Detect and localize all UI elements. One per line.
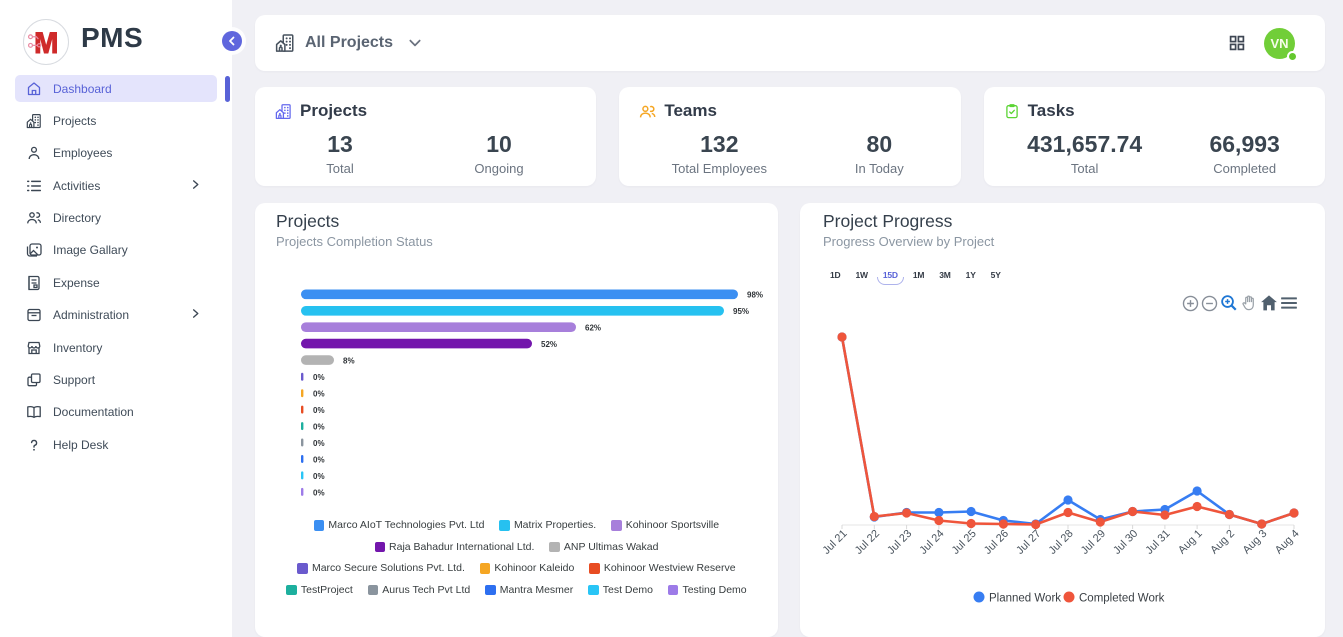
svg-text:0%: 0% — [313, 456, 325, 465]
svg-text:95%: 95% — [733, 307, 749, 316]
svg-text:0%: 0% — [313, 373, 325, 382]
svg-text:0%: 0% — [313, 390, 325, 399]
svg-text:Aug 4: Aug 4 — [1273, 528, 1302, 557]
svg-text:0%: 0% — [313, 488, 325, 497]
svg-text:Jul 25: Jul 25 — [950, 528, 979, 557]
svg-text:Jul 23: Jul 23 — [885, 528, 914, 557]
svg-text:0%: 0% — [313, 439, 325, 448]
svg-text:Jul 31: Jul 31 — [1143, 528, 1172, 557]
svg-text:0%: 0% — [313, 423, 325, 432]
svg-text:Jul 26: Jul 26 — [982, 528, 1011, 557]
svg-text:0%: 0% — [313, 406, 325, 415]
svg-text:Jul 22: Jul 22 — [853, 528, 882, 557]
svg-text:Jul 28: Jul 28 — [1046, 528, 1075, 557]
svg-text:52%: 52% — [541, 340, 557, 349]
svg-text:62%: 62% — [585, 323, 601, 332]
svg-text:Jul 24: Jul 24 — [917, 528, 946, 557]
svg-text:Jul 29: Jul 29 — [1079, 528, 1108, 557]
svg-text:Aug 2: Aug 2 — [1208, 528, 1237, 557]
svg-text:Aug 3: Aug 3 — [1241, 528, 1270, 557]
svg-text:98%: 98% — [747, 291, 763, 300]
svg-text:Aug 1: Aug 1 — [1176, 528, 1205, 557]
svg-text:0%: 0% — [313, 472, 325, 481]
svg-text:Completed Work: Completed Work — [1079, 593, 1165, 605]
svg-text:8%: 8% — [343, 356, 355, 365]
svg-text:Jul 21: Jul 21 — [820, 528, 849, 557]
svg-text:Jul 27: Jul 27 — [1014, 528, 1043, 557]
svg-text:Jul 30: Jul 30 — [1111, 528, 1140, 557]
svg-text:Planned Work: Planned Work — [989, 593, 1061, 605]
